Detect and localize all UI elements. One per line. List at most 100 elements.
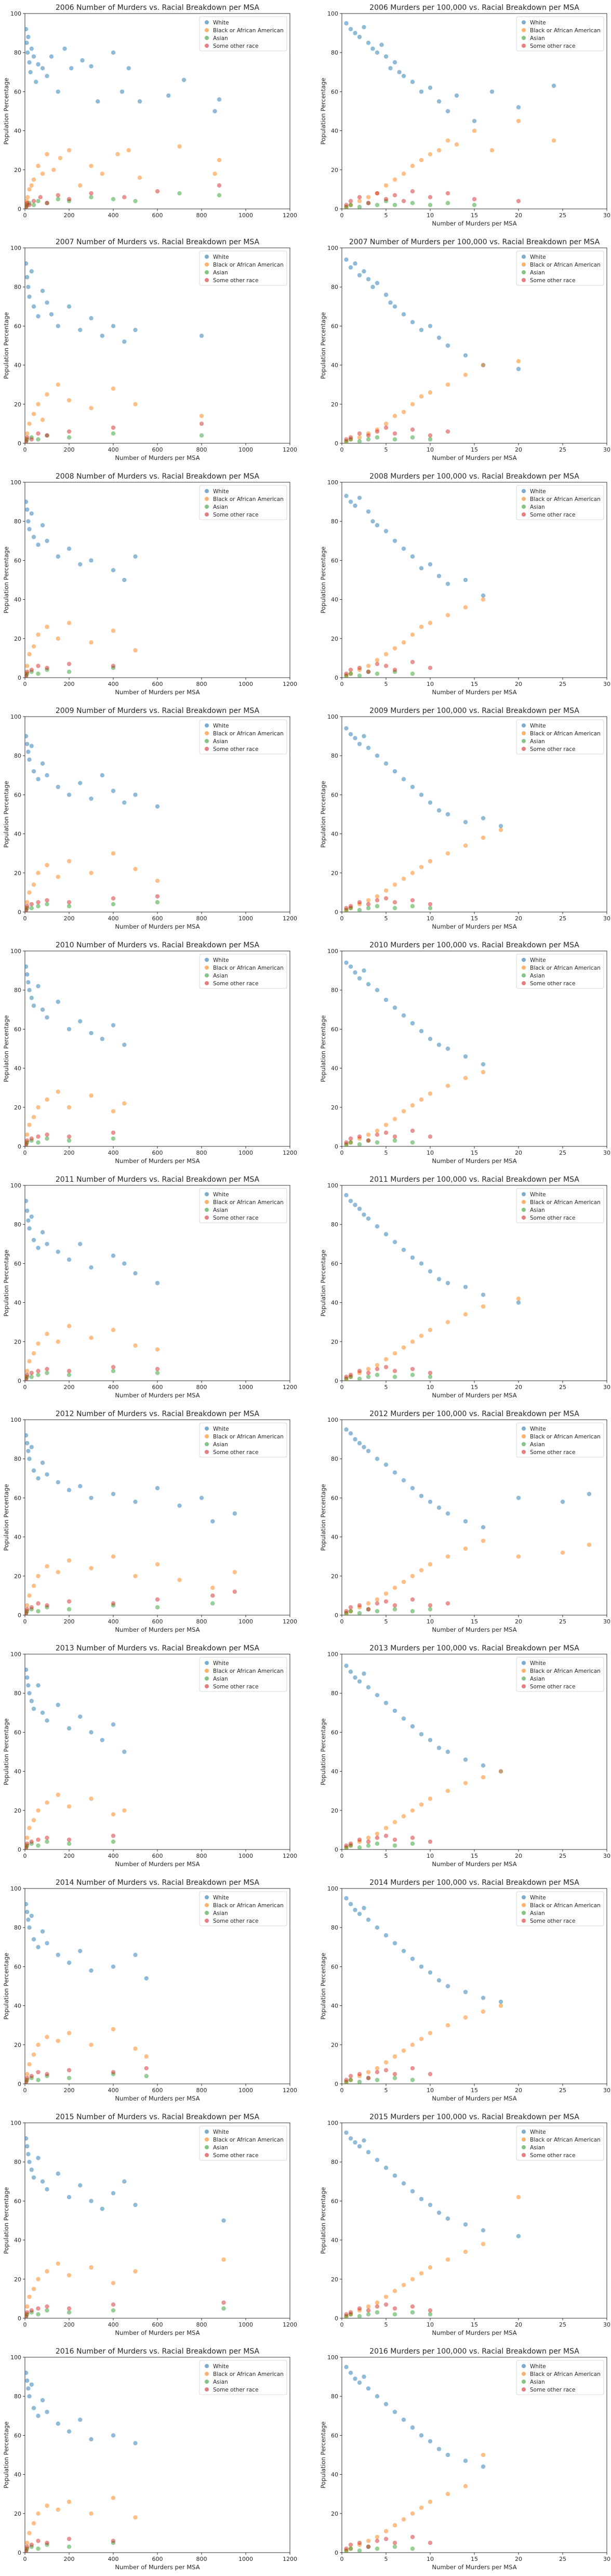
data-point <box>56 554 60 559</box>
data-point <box>111 1964 116 1969</box>
y-tick-label: 20 <box>331 1807 338 1814</box>
legend-label: Asian <box>530 35 545 42</box>
data-point <box>551 83 556 88</box>
data-point <box>375 2066 380 2071</box>
data-point <box>357 2314 362 2318</box>
data-point <box>560 1499 565 1504</box>
data-point <box>111 664 116 668</box>
legend-label: Some other race <box>213 278 258 284</box>
legend-label: White <box>530 20 546 26</box>
data-point <box>392 882 397 887</box>
data-point <box>445 1554 450 1559</box>
data-point <box>122 339 127 344</box>
data-point <box>489 148 495 153</box>
chart-panel: 2007 Number of Murders vs. Racial Breakd… <box>3 238 297 461</box>
data-point <box>67 1134 72 1139</box>
x-tick-label: 200 <box>64 2087 75 2094</box>
data-point <box>36 2546 41 2551</box>
data-point <box>25 2378 30 2383</box>
data-point <box>392 1005 397 1010</box>
data-point <box>344 494 349 498</box>
legend-marker <box>205 512 209 517</box>
data-point <box>26 1917 31 1922</box>
data-point <box>348 1136 353 1141</box>
y-axis-label: Population Percentage <box>3 78 10 145</box>
y-tick-label: 60 <box>14 1260 21 1267</box>
y-axis-label: Population Percentage <box>320 781 327 848</box>
legend-marker <box>522 497 526 501</box>
y-tick-label: 60 <box>14 791 21 798</box>
data-point <box>111 2027 116 2031</box>
data-point <box>27 421 32 426</box>
data-point <box>348 499 353 504</box>
data-point <box>89 191 94 196</box>
data-point <box>366 1835 371 1840</box>
data-point <box>67 904 72 908</box>
y-tick-label: 60 <box>331 557 338 564</box>
data-point <box>45 2035 49 2039</box>
data-point <box>25 673 29 678</box>
y-tick-label: 100 <box>10 948 21 955</box>
data-point <box>392 1369 397 1373</box>
x-tick-label: 0 <box>340 915 344 922</box>
data-point <box>25 908 29 912</box>
data-point <box>348 964 353 969</box>
data-point <box>366 509 371 514</box>
legend-marker <box>205 1200 209 1204</box>
data-point <box>166 93 171 98</box>
data-point <box>25 1142 29 1146</box>
data-point <box>375 1224 380 1229</box>
legend-marker <box>522 966 526 970</box>
data-point <box>366 902 371 907</box>
data-point <box>45 1835 49 1840</box>
y-tick-label: 20 <box>14 2511 21 2517</box>
y-tick-label: 80 <box>331 1221 338 1228</box>
data-point <box>67 1105 72 1109</box>
legend-label: Black or African American <box>213 965 284 971</box>
data-point <box>366 1138 371 1143</box>
x-tick-label: 30 <box>603 1384 610 1391</box>
data-point <box>31 1937 36 1941</box>
data-point <box>31 1707 36 1711</box>
legend-label: White <box>530 723 546 729</box>
data-point <box>45 1718 49 1723</box>
data-point <box>419 394 424 399</box>
data-point <box>36 777 41 782</box>
legend-marker <box>522 1208 526 1212</box>
data-point <box>155 1367 160 1371</box>
data-point <box>45 898 49 903</box>
data-point <box>375 1457 380 1461</box>
data-point <box>67 1726 72 1731</box>
legend-marker <box>522 1442 526 1446</box>
legend-label: Some other race <box>530 512 575 518</box>
legend-marker <box>522 270 526 274</box>
data-point <box>89 406 94 411</box>
x-tick-label: 0 <box>23 2087 27 2094</box>
data-point <box>392 538 397 544</box>
data-point <box>25 904 30 908</box>
data-point <box>375 1597 380 1602</box>
legend-marker <box>522 1669 526 1673</box>
data-point <box>357 976 362 981</box>
x-tick-label: 800 <box>196 2087 207 2094</box>
data-point <box>366 1448 371 1454</box>
y-tick-label: 0 <box>18 1612 21 1619</box>
data-point <box>481 2241 486 2247</box>
data-point <box>357 908 362 912</box>
data-point <box>27 757 32 762</box>
y-tick-label: 20 <box>14 2042 21 2049</box>
legend-marker <box>522 2153 526 2157</box>
data-point <box>36 314 41 319</box>
legend-label: Asian <box>530 2379 545 2385</box>
data-point <box>410 671 415 676</box>
y-tick-label: 80 <box>331 1924 338 1931</box>
data-point <box>111 1369 116 1373</box>
chart-panel: 2014 Murders per 100,000 vs. Racial Brea… <box>320 1879 610 2102</box>
data-point <box>445 2452 450 2458</box>
data-point <box>392 1117 397 1121</box>
data-point <box>392 1603 397 1608</box>
data-point <box>401 640 406 645</box>
data-point <box>26 1218 31 1223</box>
data-point <box>392 1586 397 1590</box>
